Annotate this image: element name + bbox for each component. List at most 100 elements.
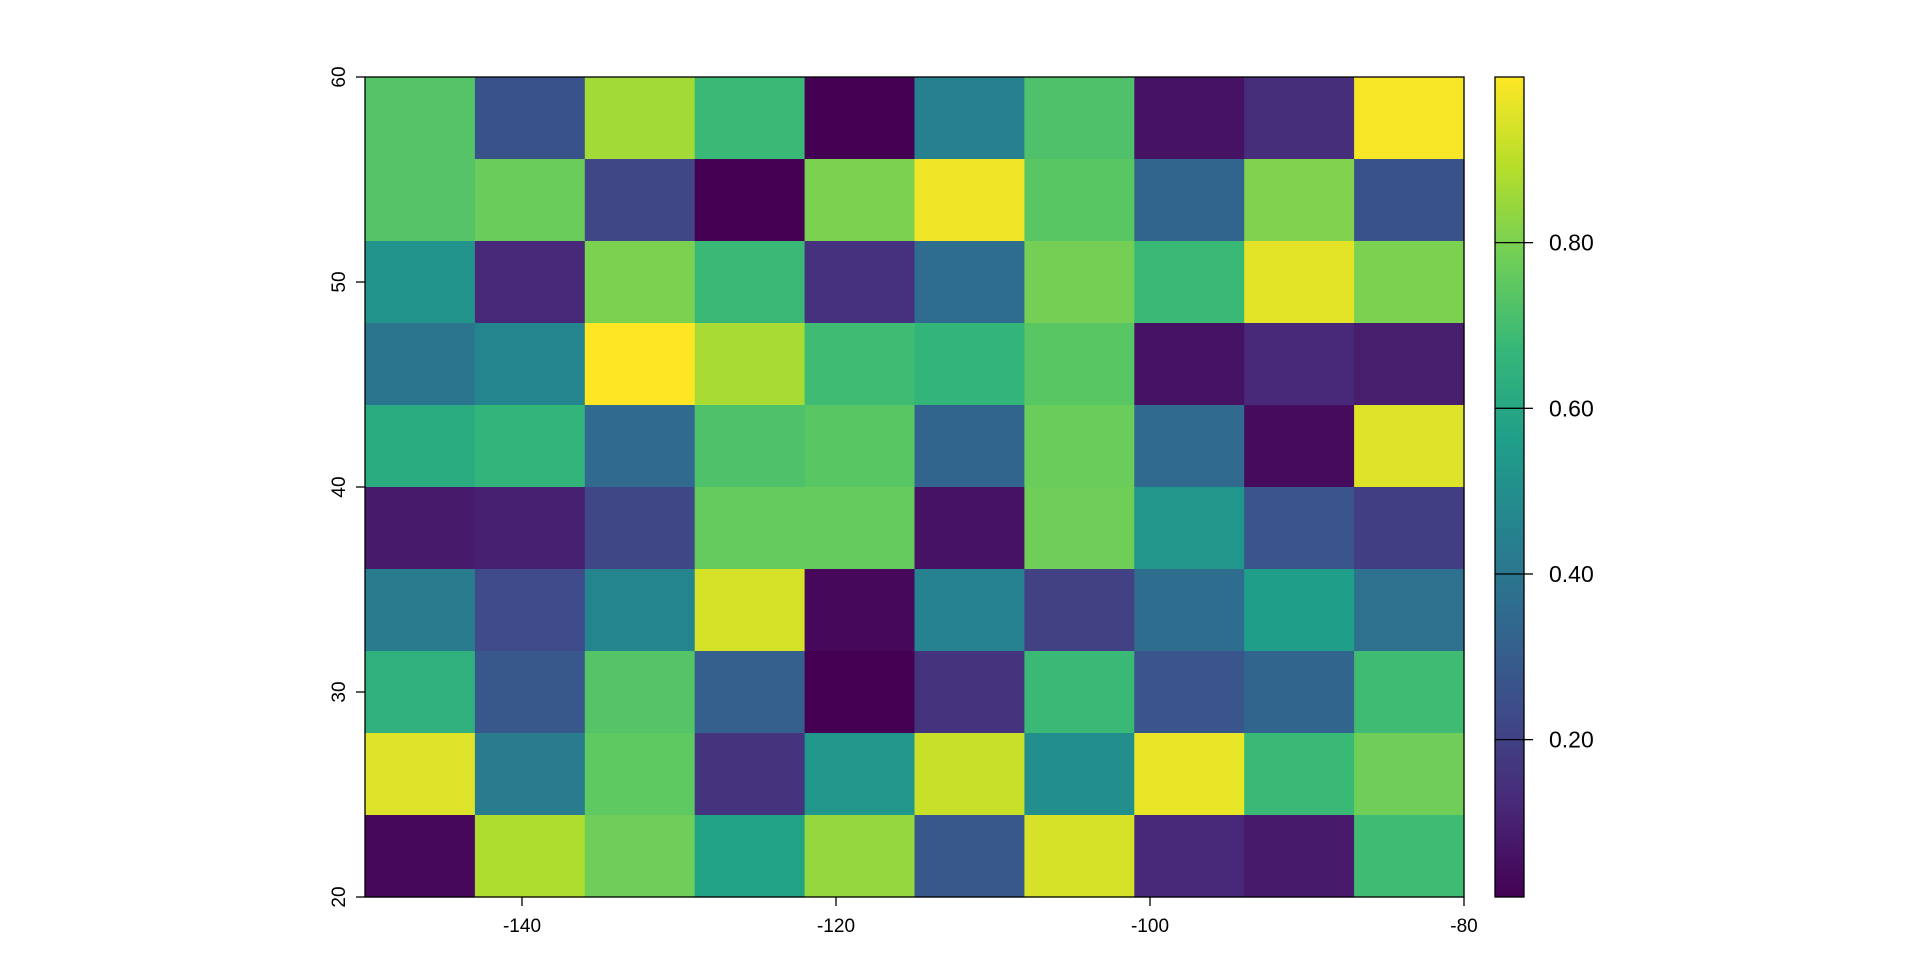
heatmap-cell-r7-c1 xyxy=(474,651,586,734)
heatmap-cell-r0-c7 xyxy=(1134,77,1245,160)
heatmap-cell-r8-c1 xyxy=(474,733,586,816)
heatmap-cell-r5-c5 xyxy=(914,487,1025,570)
heatmap-cell-r4-c3 xyxy=(694,405,806,488)
heatmap-cell-r7-c6 xyxy=(1024,651,1135,734)
heatmap-cell-r0-c8 xyxy=(1244,77,1355,160)
heatmap-cell-r9-c6 xyxy=(1024,815,1135,898)
heatmap-cell-r2-c7 xyxy=(1134,241,1245,324)
heatmap-cell-r0-c9 xyxy=(1354,77,1465,160)
heatmap-cell-r1-c9 xyxy=(1354,159,1465,242)
legend-ticks: 0.20 0.40 0.60 0.80 xyxy=(1495,230,1594,753)
heatmap-cell-r1-c7 xyxy=(1134,159,1245,242)
heatmap-cell-r8-c9 xyxy=(1354,733,1465,816)
heatmap-cell-r6-c5 xyxy=(914,569,1025,652)
heatmap-cell-r4-c7 xyxy=(1134,405,1245,488)
heatmap-cell-r6-c6 xyxy=(1024,569,1135,652)
heatmap-cell-r2-c3 xyxy=(694,241,806,324)
heatmap-cell-r3-c6 xyxy=(1024,323,1135,406)
heatmap-cell-r1-c2 xyxy=(584,159,696,242)
heatmap-cell-r4-c9 xyxy=(1354,405,1465,488)
heatmap-cell-r6-c2 xyxy=(584,569,696,652)
heatmap-cell-r4-c8 xyxy=(1244,405,1355,488)
heatmap-cell-r1-c8 xyxy=(1244,159,1355,242)
y-tick-label: 60 xyxy=(329,66,350,87)
heatmap-cell-r6-c3 xyxy=(694,569,806,652)
heatmap-cell-r4-c4 xyxy=(804,405,916,488)
heatmap-cell-r6-c0 xyxy=(365,569,476,652)
legend-tick-label: 0.20 xyxy=(1549,727,1594,753)
heatmap-cell-r3-c1 xyxy=(474,323,586,406)
heatmap-cell-r0-c0 xyxy=(365,77,476,160)
heatmap-cell-r2-c0 xyxy=(365,241,476,324)
heatmap-cell-r8-c3 xyxy=(694,733,806,816)
heatmap-cell-r2-c5 xyxy=(914,241,1025,324)
heatmap-cell-r6-c1 xyxy=(474,569,586,652)
legend-tick-label: 0.60 xyxy=(1549,395,1594,421)
y-tick-label: 50 xyxy=(329,271,350,292)
x-tick-label: -100 xyxy=(1131,916,1169,937)
heatmap-cell-r4-c1 xyxy=(474,405,586,488)
heatmap-cell-r3-c2 xyxy=(584,323,696,406)
heatmap-cell-r6-c9 xyxy=(1354,569,1465,652)
heatmap-cell-r2-c1 xyxy=(474,241,586,324)
heatmap-cell-r0-c1 xyxy=(474,77,586,160)
heatmap-cell-r5-c3 xyxy=(694,487,806,570)
heatmap-cell-r9-c7 xyxy=(1134,815,1245,898)
heatmap-cell-r4-c2 xyxy=(584,405,696,488)
heatmap-cell-r9-c0 xyxy=(365,815,476,898)
heatmap-cell-r0-c3 xyxy=(694,77,806,160)
heatmap-cell-r4-c6 xyxy=(1024,405,1135,488)
heatmap-cell-r9-c3 xyxy=(694,815,806,898)
heatmap-cell-r2-c6 xyxy=(1024,241,1135,324)
heatmap-cell-r6-c4 xyxy=(804,569,916,652)
heatmap-cell-r2-c2 xyxy=(584,241,696,324)
heatmap-cell-r1-c4 xyxy=(804,159,916,242)
heatmap-cell-r2-c4 xyxy=(804,241,916,324)
heatmap-cell-r3-c8 xyxy=(1244,323,1355,406)
x-axis: -140 -120 -100 -80 xyxy=(503,897,1478,937)
heatmap-cell-r7-c9 xyxy=(1354,651,1465,734)
heatmap-cell-r7-c0 xyxy=(365,651,476,734)
x-tick-label: -80 xyxy=(1450,916,1477,937)
heatmap-cell-r9-c2 xyxy=(584,815,696,898)
heatmap-cell-r5-c6 xyxy=(1024,487,1135,570)
heatmap-cell-r4-c0 xyxy=(365,405,476,488)
heatmap-cell-r3-c4 xyxy=(804,323,916,406)
heatmap-cell-r8-c5 xyxy=(914,733,1025,816)
legend-color-bar xyxy=(1494,76,1525,898)
heatmap-cell-r8-c6 xyxy=(1024,733,1135,816)
heatmap-cell-r9-c9 xyxy=(1354,815,1465,898)
heatmap-cell-r9-c4 xyxy=(804,815,916,898)
heatmap-cell-r6-c7 xyxy=(1134,569,1245,652)
heatmap-cell-r6-c8 xyxy=(1244,569,1355,652)
heatmap-cell-r1-c0 xyxy=(365,159,476,242)
heatmap-cell-r8-c0 xyxy=(365,733,476,816)
heatmap-cell-r1-c1 xyxy=(474,159,586,242)
heatmap-cell-r1-c5 xyxy=(914,159,1025,242)
heatmap-cell-r7-c5 xyxy=(914,651,1025,734)
x-tick-label: -140 xyxy=(503,916,541,937)
heatmap-cell-r5-c7 xyxy=(1134,487,1245,570)
heatmap-cell-r8-c7 xyxy=(1134,733,1245,816)
heatmap-cell-r7-c7 xyxy=(1134,651,1245,734)
heatmap-cell-r4-c5 xyxy=(914,405,1025,488)
heatmap-cell-r5-c0 xyxy=(365,487,476,570)
heatmap-cell-r9-c8 xyxy=(1244,815,1355,898)
legend-tick-label: 0.40 xyxy=(1549,561,1594,587)
heatmap-cell-r8-c2 xyxy=(584,733,696,816)
color-legend: 0.20 0.40 0.60 0.80 xyxy=(1494,76,1594,898)
heatmap-cell-r7-c3 xyxy=(694,651,806,734)
heatmap-cell-r0-c5 xyxy=(914,77,1025,160)
heatmap-cell-r1-c3 xyxy=(694,159,806,242)
y-tick-label: 30 xyxy=(329,681,350,702)
heatmap-cell-r0-c6 xyxy=(1024,77,1135,160)
heatmap-cell-r0-c2 xyxy=(584,77,696,160)
heatmap-cell-r5-c8 xyxy=(1244,487,1355,570)
heatmap-cell-r7-c8 xyxy=(1244,651,1355,734)
heatmap-cell-r2-c8 xyxy=(1244,241,1355,324)
heatmap-cell-r7-c4 xyxy=(804,651,916,734)
y-axis: 20 30 40 50 60 xyxy=(329,66,365,908)
heatmap-cell-r5-c9 xyxy=(1354,487,1465,570)
y-tick-label: 40 xyxy=(329,476,350,497)
